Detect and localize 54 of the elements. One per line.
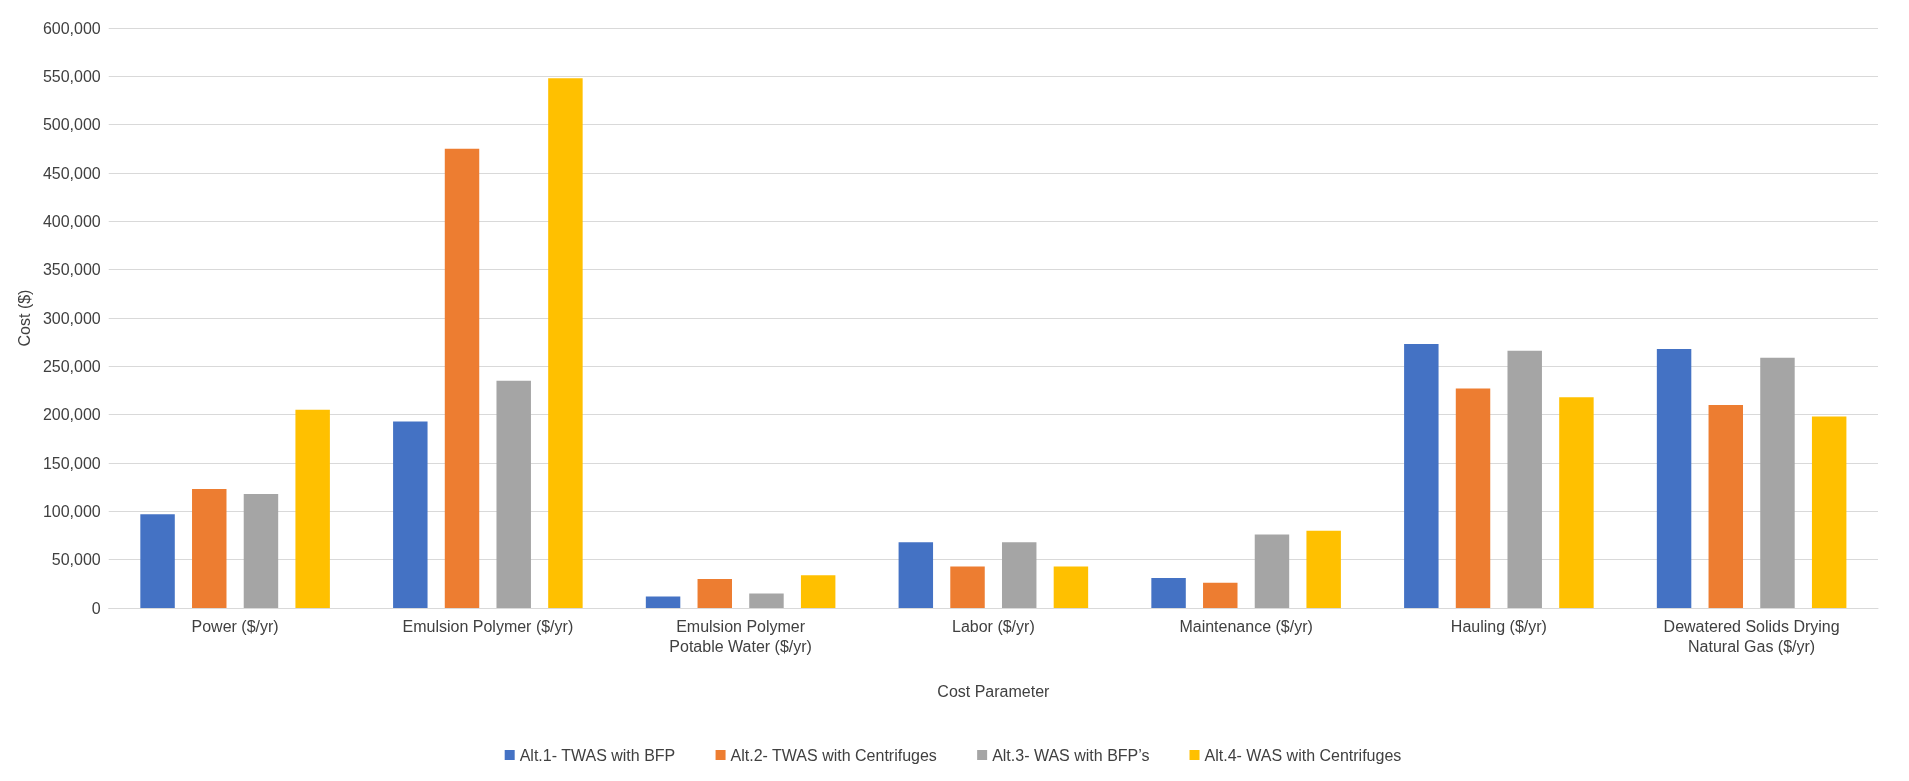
x-tick-label: Emulsion Polymer Potable Water ($/yr) bbox=[669, 617, 812, 655]
bar bbox=[1559, 397, 1594, 608]
legend-label: Alt.1- TWAS with BFP bbox=[519, 746, 676, 764]
bar bbox=[898, 542, 934, 608]
bar bbox=[444, 148, 480, 608]
bar bbox=[1001, 542, 1037, 608]
y-tick-label: 200,000 bbox=[42, 406, 101, 424]
x-tick-label: Power ($/yr) bbox=[191, 617, 279, 635]
y-tick-label: 550,000 bbox=[42, 67, 101, 85]
bar bbox=[1507, 350, 1542, 608]
bar bbox=[192, 489, 227, 608]
y-tick-label: 600,000 bbox=[42, 19, 101, 37]
bar bbox=[1760, 357, 1795, 608]
bar bbox=[645, 596, 681, 608]
y-tick-label: 250,000 bbox=[42, 357, 101, 375]
y-tick-label: 450,000 bbox=[42, 164, 101, 182]
y-tick-label: 150,000 bbox=[42, 454, 101, 472]
x-axis-title: Cost Parameter bbox=[937, 682, 1051, 700]
legend-label: Alt.4- WAS with Centrifuges bbox=[1204, 746, 1402, 764]
x-tick-label: Labor ($/yr) bbox=[952, 617, 1035, 635]
y-tick-label: 50,000 bbox=[51, 551, 101, 569]
bar bbox=[1306, 530, 1341, 608]
bar bbox=[496, 380, 531, 608]
y-tick-label: 300,000 bbox=[42, 309, 101, 327]
bar bbox=[1708, 405, 1744, 608]
bar bbox=[1404, 344, 1439, 608]
bar bbox=[1254, 534, 1290, 608]
y-tick-label: 0 bbox=[91, 599, 101, 617]
bar bbox=[1053, 566, 1089, 608]
y-axis-title: Cost ($) bbox=[15, 289, 33, 347]
y-tick-label: 500,000 bbox=[42, 116, 101, 134]
bar bbox=[548, 78, 583, 608]
y-tick-label: 350,000 bbox=[42, 261, 101, 279]
x-tick-label: Emulsion Polymer ($/yr) bbox=[402, 617, 574, 635]
legend-label: Alt.3- WAS with BFP’s bbox=[992, 746, 1150, 764]
y-tick-label: 400,000 bbox=[42, 212, 101, 230]
bar bbox=[1811, 416, 1847, 608]
bar bbox=[140, 514, 175, 608]
legend-label: Alt.2- TWAS with Centrifuges bbox=[730, 746, 937, 764]
bar bbox=[697, 579, 732, 608]
bar bbox=[1203, 582, 1238, 608]
bar bbox=[243, 493, 279, 608]
bar bbox=[295, 409, 330, 608]
bar bbox=[1455, 388, 1491, 608]
x-tick-label: Dewatered Solids Drying Natural Gas ($/yr) bbox=[1663, 617, 1840, 655]
bar bbox=[1151, 578, 1186, 608]
bar bbox=[1656, 348, 1692, 608]
bar bbox=[950, 566, 985, 608]
bar bbox=[749, 593, 784, 608]
x-tick-label: Hauling ($/yr) bbox=[1450, 617, 1547, 635]
y-tick-label: 100,000 bbox=[42, 502, 101, 520]
bar bbox=[393, 421, 428, 608]
x-tick-label: Maintenance ($/yr) bbox=[1179, 617, 1313, 635]
bar bbox=[800, 575, 836, 608]
